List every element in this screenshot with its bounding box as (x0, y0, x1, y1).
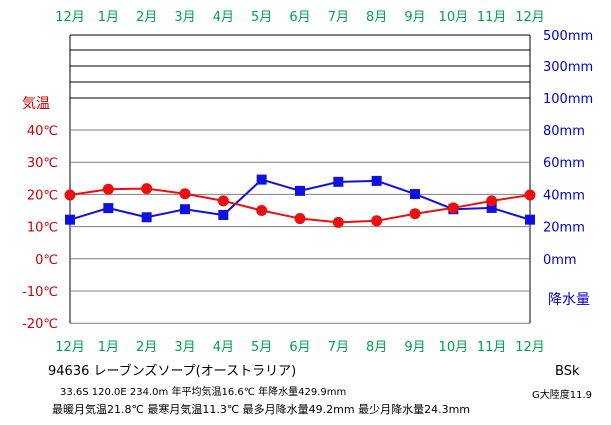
precipitation-point (65, 214, 75, 225)
bottom-month-label: 1月 (98, 340, 119, 355)
top-month-label: 2月 (136, 10, 157, 25)
top-month-label: 1月 (98, 10, 119, 25)
top-month-label: 3月 (174, 10, 195, 25)
temperature-point (294, 213, 306, 225)
bottom-month-label: 5月 (251, 340, 272, 355)
top-month-label: 4月 (213, 10, 234, 25)
station-info-line1: 33.6S 120.0E 234.0m 年平均気温16.6℃ 年降水量429.9… (60, 387, 347, 398)
precipitation-tick-label: 100mm (543, 92, 593, 107)
bottom-month-label: 9月 (404, 340, 425, 355)
top-month-label: 10月 (439, 10, 469, 25)
temperature-point (141, 183, 153, 195)
temperature-tick-label: 0℃ (35, 253, 58, 268)
precipitation-point (141, 212, 152, 223)
precipitation-tick-label: 80mm (543, 124, 585, 139)
precipitation-point (371, 175, 382, 186)
temperature-point (102, 183, 114, 195)
temperature-tick-label: 20℃ (27, 188, 58, 203)
precipitation-point (486, 202, 497, 213)
station-title: 94636 レーブンズソープ(オーストラリア) (48, 364, 297, 379)
series-layer (64, 174, 536, 228)
top-month-label: 12月 (515, 10, 545, 25)
grid-lines (69, 34, 531, 324)
temperature-point (371, 215, 383, 227)
precipitation-tick-label: 40mm (543, 188, 585, 203)
temperature-tick-label: 40℃ (27, 124, 58, 139)
bottom-month-label: 3月 (174, 340, 195, 355)
top-month-labels: 12月 1月 2月 3月 4月 5月 6月 7月 8月 9月 10月 11月 12月 (55, 10, 545, 25)
bottom-month-label: 4月 (213, 340, 234, 355)
precipitation-tick-label: 20mm (543, 221, 585, 236)
temperature-point (332, 216, 344, 228)
temperature-tick-label: 10℃ (27, 221, 58, 236)
precipitation-point (103, 203, 114, 214)
bottom-month-label: 10月 (439, 340, 469, 355)
temperature-point (64, 189, 76, 201)
temperature-point (447, 202, 459, 214)
precipitation-tick-label: 500mm (543, 29, 593, 44)
temperature-point (409, 208, 421, 220)
temperature-axis-ticks: 40℃ 30℃ 20℃ 10℃ 0℃ -10℃ -20℃ (22, 124, 58, 332)
top-month-label: 7月 (328, 10, 349, 25)
temperature-point (179, 188, 191, 200)
precipitation-tick-label: 300mm (543, 60, 593, 75)
top-month-label: 12月 (55, 10, 85, 25)
top-month-label: 6月 (289, 10, 310, 25)
temperature-point (486, 195, 498, 207)
precipitation-tick-label: 60mm (543, 156, 585, 171)
continentality-index: G大陸度11.9 (532, 390, 593, 401)
temperature-axis-label: 気温 (22, 96, 50, 112)
temperature-point (217, 195, 229, 207)
precipitation-point (525, 214, 535, 225)
temperature-tick-label: -20℃ (22, 317, 58, 332)
temperature-tick-label: 30℃ (27, 156, 58, 171)
top-month-label: 8月 (366, 10, 387, 25)
station-info-line2: 最暖月気温21.8℃ 最寒月気温11.3℃ 最多月降水量49.2mm 最少月降水… (52, 403, 471, 416)
precipitation-axis-ticks: 500mm 300mm 100mm 80mm 60mm 40mm 20mm 0mm (543, 29, 593, 268)
precipitation-point (410, 189, 420, 200)
top-month-label: 9月 (404, 10, 425, 25)
precipitation-point (180, 204, 190, 215)
temperature-tick-label: -10℃ (22, 285, 58, 300)
climate-class: BSk (555, 364, 580, 379)
bottom-month-label: 2月 (136, 340, 157, 355)
bottom-month-label: 7月 (328, 340, 349, 355)
top-month-label: 5月 (251, 10, 272, 25)
bottom-month-label: 8月 (366, 340, 387, 355)
precipitation-point (295, 185, 305, 196)
precipitation-point (333, 176, 344, 187)
precipitation-axis-label: 降水量 (548, 292, 590, 308)
bottom-month-label: 12月 (55, 340, 85, 355)
temperature-point (256, 205, 268, 216)
bottom-month-labels: 12月 1月 2月 3月 4月 5月 6月 7月 8月 9月 10月 11月 12月 (55, 340, 545, 355)
precipitation-tick-label: 0mm (543, 253, 577, 268)
bottom-month-label: 12月 (515, 340, 545, 355)
top-month-label: 11月 (477, 10, 507, 25)
bottom-month-label: 11月 (477, 340, 507, 355)
temperature-point (524, 189, 536, 201)
precipitation-point (256, 174, 267, 185)
bottom-month-label: 6月 (289, 340, 310, 355)
precipitation-point (218, 210, 229, 221)
